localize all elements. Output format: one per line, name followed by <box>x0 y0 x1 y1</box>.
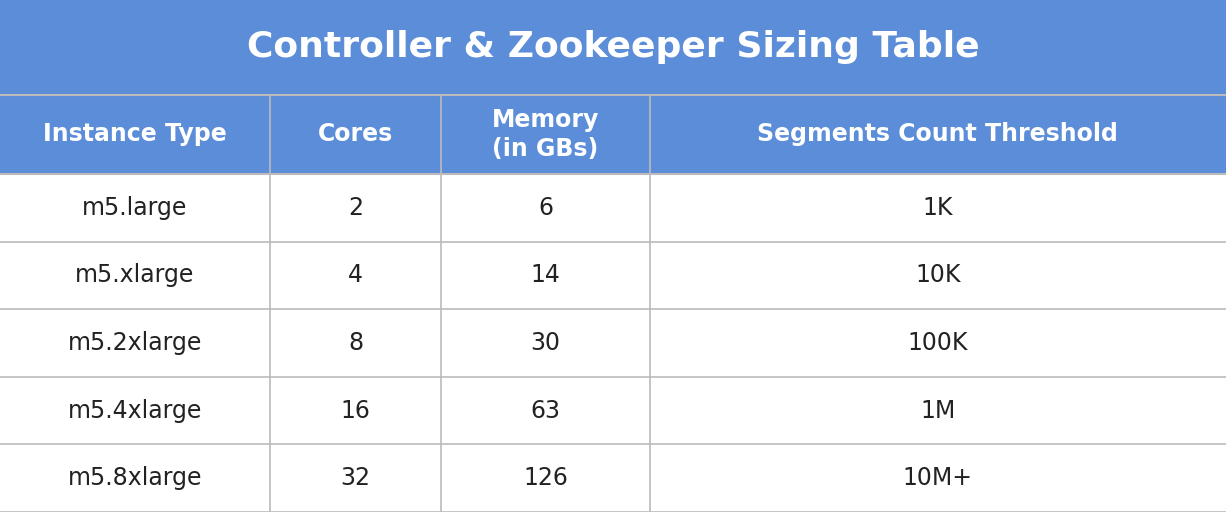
Text: 30: 30 <box>531 331 560 355</box>
Text: 32: 32 <box>341 466 370 490</box>
Bar <box>0 242 1226 309</box>
Text: 6: 6 <box>538 196 553 220</box>
Text: m5.4xlarge: m5.4xlarge <box>67 399 202 422</box>
Bar <box>0 0 1226 95</box>
Text: 14: 14 <box>531 264 560 287</box>
Text: 2: 2 <box>348 196 363 220</box>
Bar <box>0 95 1226 174</box>
Bar <box>0 309 1226 377</box>
Text: 4: 4 <box>348 264 363 287</box>
Text: Controller & Zookeeper Sizing Table: Controller & Zookeeper Sizing Table <box>246 30 980 65</box>
Text: Memory
(in GBs): Memory (in GBs) <box>492 108 600 161</box>
Text: m5.8xlarge: m5.8xlarge <box>67 466 202 490</box>
Bar <box>0 174 1226 242</box>
Text: 63: 63 <box>531 399 560 422</box>
Text: 126: 126 <box>524 466 568 490</box>
Text: Instance Type: Instance Type <box>43 122 227 146</box>
Text: 1M: 1M <box>921 399 955 422</box>
Text: Segments Count Threshold: Segments Count Threshold <box>758 122 1118 146</box>
Text: 16: 16 <box>341 399 370 422</box>
Text: Cores: Cores <box>318 122 394 146</box>
Text: 10M+: 10M+ <box>902 466 973 490</box>
Text: 100K: 100K <box>907 331 969 355</box>
Text: m5.2xlarge: m5.2xlarge <box>67 331 202 355</box>
Text: m5.xlarge: m5.xlarge <box>75 264 195 287</box>
Text: 1K: 1K <box>923 196 953 220</box>
Bar <box>0 377 1226 444</box>
Text: 8: 8 <box>348 331 363 355</box>
Text: m5.large: m5.large <box>82 196 188 220</box>
Bar <box>0 444 1226 512</box>
Text: 10K: 10K <box>915 264 961 287</box>
